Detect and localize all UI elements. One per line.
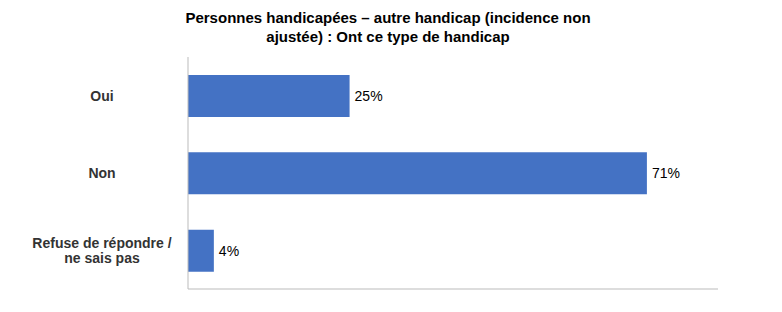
svg-text:4%: 4% <box>219 243 239 259</box>
svg-text:Refuse de répondre /ne sais pa: Refuse de répondre /ne sais pas <box>32 235 171 266</box>
svg-text:Oui: Oui <box>90 88 113 104</box>
svg-text:71%: 71% <box>652 165 680 181</box>
svg-text:25%: 25% <box>355 88 383 104</box>
html-text:Personnes handicapées – autre: Personnes handicapées – autre handicap (… <box>185 9 591 45</box>
svg-text:Non: Non <box>88 165 115 181</box>
